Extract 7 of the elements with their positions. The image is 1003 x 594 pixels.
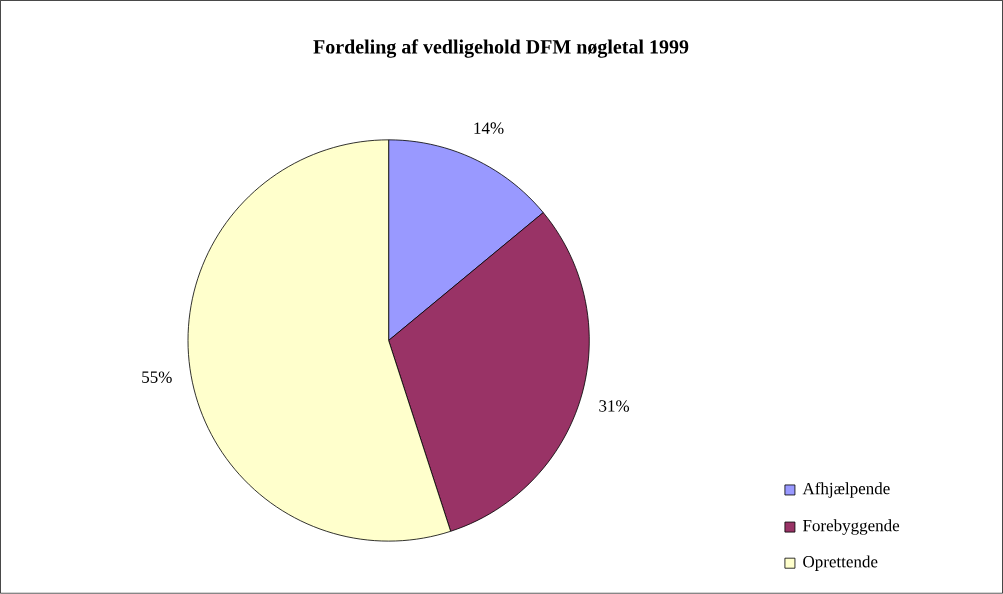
legend-label: Forebyggende: [802, 519, 900, 535]
data-label: 31%: [599, 400, 630, 412]
data-label: 55%: [142, 371, 172, 384]
legend-label: Oprettende: [803, 555, 878, 572]
data-label: 14%: [474, 122, 504, 135]
legend-label: Afhjælpende: [802, 482, 890, 498]
chart-title: Fordeling af vedligehold DFM nøgletal 1999: [313, 39, 689, 58]
